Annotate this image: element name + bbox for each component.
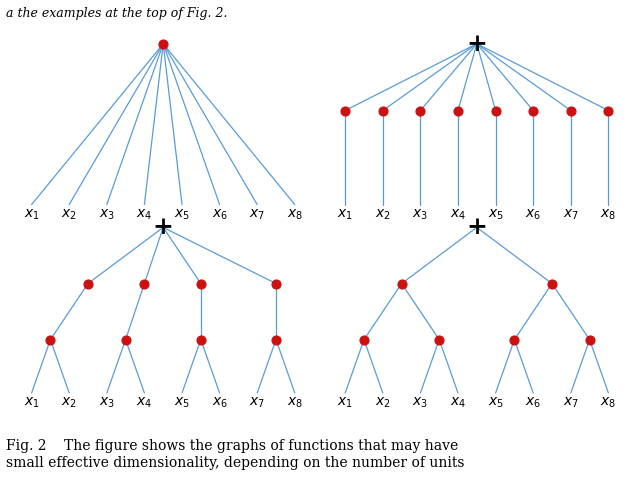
Point [83,280,93,287]
Text: $x_5$: $x_5$ [488,207,504,222]
Point [140,280,150,287]
Text: $x_5$: $x_5$ [174,396,190,410]
Point [566,106,576,114]
Point [490,106,500,114]
Point [415,106,426,114]
Point [604,106,614,114]
Text: $x_1$: $x_1$ [337,396,353,410]
Point [271,336,281,344]
Text: $x_6$: $x_6$ [212,396,228,410]
Point [359,336,369,344]
Text: small effective dimensionality, depending on the number of units: small effective dimensionality, dependin… [6,456,465,470]
Text: $x_6$: $x_6$ [525,396,541,410]
Point [509,336,520,344]
Point [378,106,388,114]
Text: Fig. 2    The figure shows the graphs of functions that may have: Fig. 2 The figure shows the graphs of fu… [6,439,459,453]
Text: $x_8$: $x_8$ [600,396,616,410]
Text: $x_8$: $x_8$ [287,207,303,222]
Text: $x_5$: $x_5$ [488,396,504,410]
Text: $x_1$: $x_1$ [337,207,353,222]
Text: $x_4$: $x_4$ [136,207,152,222]
Point [158,40,168,48]
Point [584,336,595,344]
Text: $x_1$: $x_1$ [24,207,40,222]
Text: $x_7$: $x_7$ [563,396,579,410]
Text: $x_6$: $x_6$ [525,207,541,222]
Text: $x_7$: $x_7$ [249,396,265,410]
Text: $x_2$: $x_2$ [375,396,390,410]
Text: $x_4$: $x_4$ [450,396,466,410]
Point [271,280,281,287]
Text: $x_2$: $x_2$ [61,207,77,222]
Text: +: + [467,215,487,240]
Text: $x_7$: $x_7$ [249,207,265,222]
Text: $x_1$: $x_1$ [24,396,40,410]
Text: +: + [153,215,173,240]
Text: $x_3$: $x_3$ [99,396,115,410]
Text: $x_6$: $x_6$ [212,207,228,222]
Point [196,280,206,287]
Text: $x_2$: $x_2$ [375,207,390,222]
Text: $x_3$: $x_3$ [412,207,428,222]
Text: $x_2$: $x_2$ [61,396,77,410]
Point [196,336,206,344]
Point [45,336,56,344]
Text: a the examples at the top of Fig. 2.: a the examples at the top of Fig. 2. [6,7,228,20]
Text: $x_5$: $x_5$ [174,207,190,222]
Text: $x_8$: $x_8$ [600,207,616,222]
Point [120,336,131,344]
Text: $x_4$: $x_4$ [450,207,466,222]
Point [340,106,350,114]
Point [434,336,444,344]
Text: +: + [467,32,487,56]
Text: $x_4$: $x_4$ [136,396,152,410]
Text: $x_3$: $x_3$ [99,207,115,222]
Point [397,280,407,287]
Text: $x_8$: $x_8$ [287,396,303,410]
Text: $x_3$: $x_3$ [412,396,428,410]
Point [547,280,557,287]
Point [453,106,463,114]
Text: $x_7$: $x_7$ [563,207,579,222]
Point [528,106,538,114]
